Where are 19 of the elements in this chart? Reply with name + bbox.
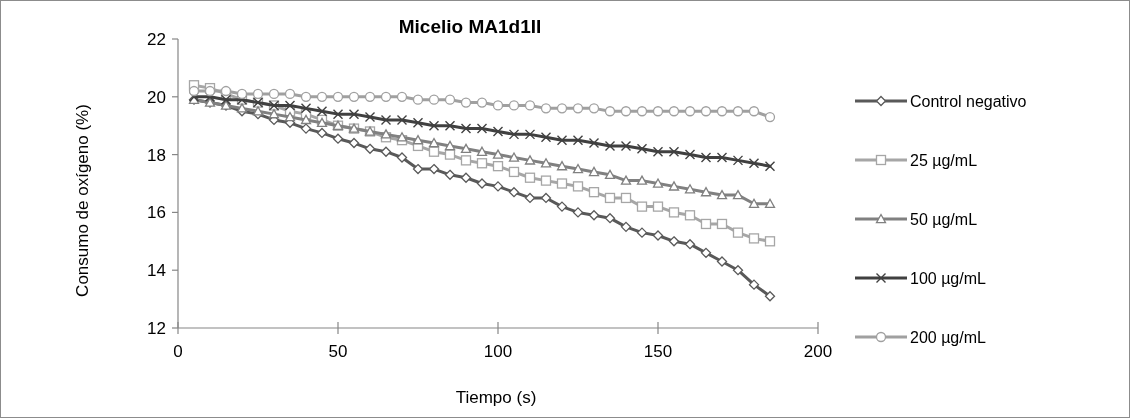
x-tick-label: 50 xyxy=(328,342,348,361)
x-axis-title: Tiempo (s) xyxy=(455,388,537,407)
y-axis-title: Consumo de oxígeno (%) xyxy=(73,104,92,297)
legend-label: 100 µg/mL xyxy=(910,269,987,287)
legend-label: Control negativo xyxy=(910,92,1027,110)
y-tick-label: 12 xyxy=(147,318,166,338)
y-tick-label: 16 xyxy=(147,203,166,223)
y-tick-label: 22 xyxy=(147,29,166,49)
y-tick-label: 20 xyxy=(147,87,166,107)
x-tick-label: 100 xyxy=(483,342,513,361)
x-tick-label: 200 xyxy=(803,342,833,361)
x-tick-label: 0 xyxy=(173,342,183,361)
x-tick-label: 150 xyxy=(643,342,673,361)
y-tick-label: 14 xyxy=(147,261,166,281)
y-tick-label: 18 xyxy=(147,145,166,165)
legend-label: 50 µg/mL xyxy=(910,210,978,228)
chart-title: Micelio MA1d1II xyxy=(398,16,542,37)
legend-label: 25 µg/mL xyxy=(910,151,978,169)
legend-label: 200 µg/mL xyxy=(910,328,987,346)
